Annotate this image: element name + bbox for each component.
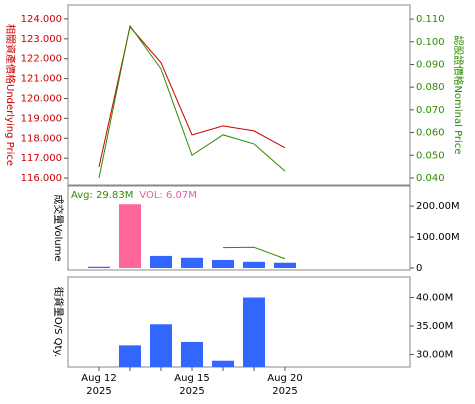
tick-label: 117.000 [21,153,62,164]
y-axis-label: 街貨量O/S Qty. [52,287,65,357]
tick-label: 0.100 [416,37,445,48]
tick-label: 0.090 [416,59,445,70]
tick-label: 30.00M [416,349,453,360]
tick-label: 200.00M [416,201,460,212]
line-series [222,246,286,260]
x-tick-label: Aug 20 2025 [267,373,302,397]
tick-label: 123.000 [21,34,62,45]
y-axis-label: 相關資產價格Underlying Price [4,24,17,166]
tick-label: 0.110 [416,14,445,25]
line-series [98,25,286,168]
panel-frame [67,276,411,368]
tick-label: 121.000 [21,74,62,85]
x-tick-year: 2025 [272,386,297,397]
x-tick-month: Aug 12 [81,373,116,384]
tick-label: 0.060 [416,128,445,139]
panel-frame [67,185,411,271]
bar [181,257,203,268]
tick-label: 122.000 [21,54,62,65]
bar [119,204,141,268]
x-tick-year: 2025 [86,386,111,397]
x-tick-month: Aug 20 [267,373,302,384]
tick-label: 100.00M [416,232,460,243]
tick-label: 118.000 [21,133,62,144]
tick-label: 0.080 [416,82,445,93]
tick-label: 0 [416,263,422,274]
y2-axis-label: 認股證價格Nominal Price [452,36,465,155]
x-tick-label: Aug 15 2025 [174,373,209,397]
x-tick-month: Aug 15 [174,373,209,384]
tick-label: 120.000 [21,93,62,104]
annotation: VOL: 6.07M [139,190,197,201]
bar [181,341,203,367]
bar [119,345,141,367]
y-axis-label: 成交量Volume [52,194,65,261]
annotation: Avg: 29.83M [71,190,133,201]
bar [150,324,172,367]
tick-label: 35.00M [416,321,453,332]
bar [243,261,265,268]
panel-frame [67,4,411,186]
tick-label: 124.000 [21,14,62,25]
x-tick-label: Aug 12 2025 [81,373,116,397]
tick-label: 119.000 [21,113,62,124]
tick-label: 116.000 [21,173,62,184]
x-tick-year: 2025 [179,386,204,397]
bar [243,297,265,367]
bar [212,360,234,367]
line-series [98,24,286,179]
tick-label: 0.040 [416,173,445,184]
tick-label: 0.070 [416,105,445,116]
tick-label: 40.00M [416,293,453,304]
bar [150,255,172,268]
bar [212,259,234,268]
bar [274,262,296,268]
bar [88,266,110,268]
tick-label: 0.050 [416,150,445,161]
